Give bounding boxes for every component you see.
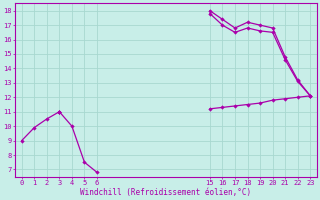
X-axis label: Windchill (Refroidissement éolien,°C): Windchill (Refroidissement éolien,°C) bbox=[80, 188, 252, 197]
